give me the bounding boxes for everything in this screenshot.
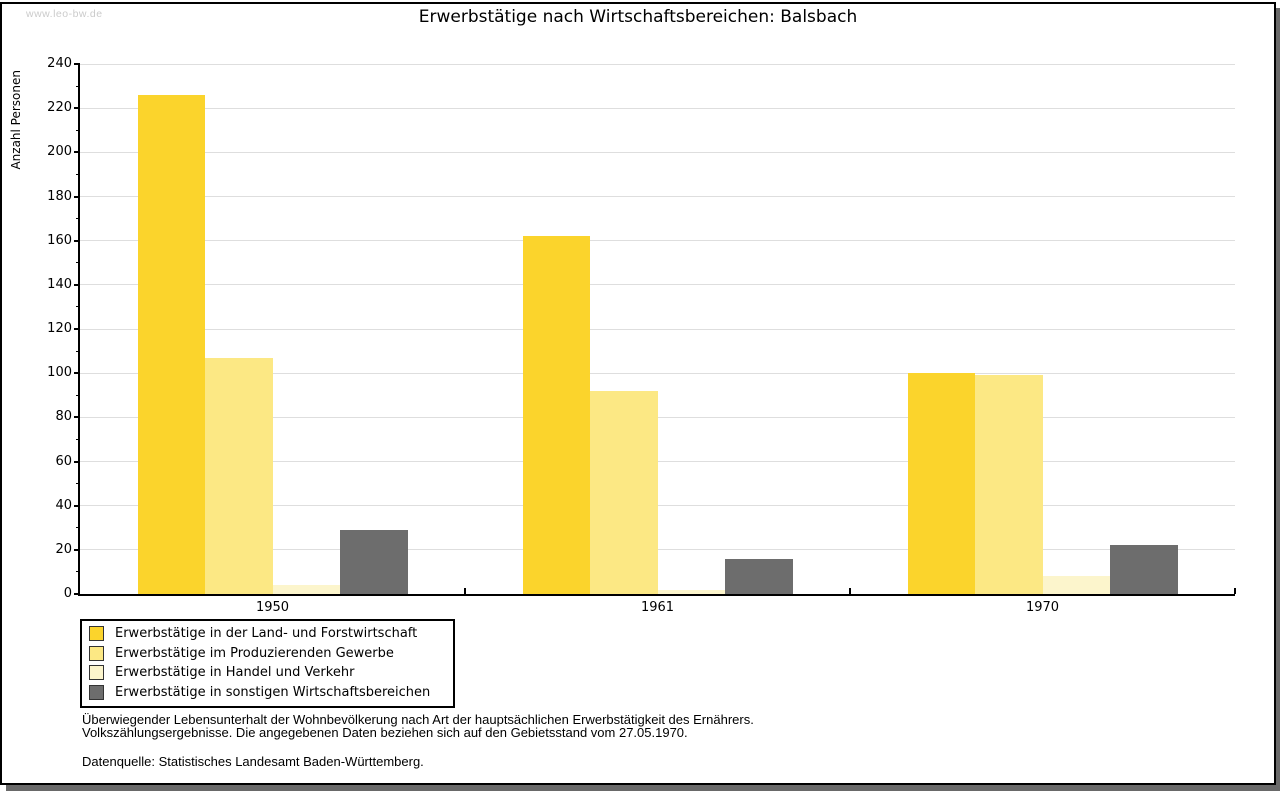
y-tick-mark (74, 416, 80, 419)
bar-1950-series-4 (340, 529, 408, 594)
y-gridline (80, 416, 1235, 418)
y-gridline (80, 549, 1235, 551)
x-category-label: 1970 (1025, 600, 1060, 615)
legend-swatch (89, 626, 104, 642)
y-tick-mark (74, 372, 80, 375)
y-tick-mark (74, 283, 80, 286)
y-tick-minor-mark (76, 306, 80, 308)
bar-1961-series-4 (725, 558, 793, 594)
bar-1970-series-3 (1042, 576, 1110, 594)
legend-item: Erwerbstätige im Produzierenden Gewerbe (82, 644, 453, 664)
y-tick-minor-mark (76, 262, 80, 264)
y-tick-mark (74, 195, 80, 198)
x-tick-mark (849, 588, 851, 594)
y-tick-mark (74, 593, 80, 595)
y-tick-minor-mark (76, 350, 80, 352)
y-gridline (80, 372, 1235, 374)
y-tick-label: 220 (47, 100, 72, 116)
y-gridline (80, 505, 1235, 507)
y-tick-mark (74, 504, 80, 507)
y-tick-mark (74, 63, 80, 65)
y-tick-minor-mark (76, 129, 80, 131)
legend-label: Erwerbstätige in sonstigen Wirtschaftsbe… (115, 684, 431, 700)
y-tick-label: 20 (55, 541, 72, 557)
footnote-line-1: Überwiegender Lebensunterhalt der Wohnbe… (82, 712, 754, 727)
y-gridline (80, 63, 1235, 65)
y-tick-minor-mark (76, 85, 80, 87)
legend-item: Erwerbstätige in der Land- und Forstwirt… (82, 624, 453, 644)
footnote-line-2: Volkszählungsergebnisse. Die angegebenen… (82, 725, 688, 740)
y-tick-label: 40 (55, 497, 72, 513)
legend-swatch (89, 665, 104, 681)
y-tick-label: 180 (47, 188, 72, 204)
y-axis-title: Anzahl Personen (9, 70, 23, 170)
y-tick-label: 200 (47, 144, 72, 160)
legend-swatch (89, 684, 104, 700)
y-tick-minor-mark (76, 218, 80, 220)
y-tick-label: 140 (47, 276, 72, 292)
data-source-note: Datenquelle: Statistisches Landesamt Bad… (82, 754, 424, 769)
bar-1970-series-4 (1110, 545, 1178, 594)
y-tick-label: 100 (47, 365, 72, 381)
legend-label: Erwerbstätige im Produzierenden Gewerbe (115, 645, 394, 661)
watermark: www.leo-bw.de (26, 8, 103, 20)
legend: Erwerbstätige in der Land- und Forstwirt… (80, 619, 455, 708)
y-tick-minor-mark (76, 527, 80, 529)
y-gridline (80, 461, 1235, 462)
y-gridline (80, 196, 1235, 197)
y-tick-minor-mark (76, 571, 80, 573)
y-tick-minor-mark (76, 394, 80, 396)
y-gridline (80, 284, 1235, 286)
y-tick-mark (74, 107, 80, 110)
plot-area: 0 20 40 60 80 100 120 140 160 180 200 220 240 1950 196… (47, 57, 1236, 615)
y-tick-mark (74, 548, 80, 551)
y-tick-mark (74, 239, 80, 242)
legend-label: Erwerbstätige in Handel und Verkehr (115, 665, 355, 681)
y-tick-mark (74, 460, 80, 463)
y-gridline (80, 240, 1235, 242)
bar-1961-series-1 (522, 236, 590, 594)
bar-1950-series-2 (205, 357, 273, 594)
y-tick-minor-mark (76, 438, 80, 440)
y-tick-label: 120 (47, 321, 72, 336)
y-tick-label: 80 (55, 409, 72, 425)
bar-1961-series-2 (590, 390, 658, 594)
chart-title: Erwerbstätige nach Wirtschaftsbereichen:… (418, 7, 858, 27)
x-category-label: 1950 (255, 600, 290, 615)
bar-1961-series-3 (657, 589, 725, 594)
bar-1950-series-3 (272, 585, 340, 594)
x-category-label: 1961 (640, 600, 675, 615)
legend-label: Erwerbstätige in der Land- und Forstwirt… (115, 626, 418, 642)
y-tick-label: 160 (47, 232, 72, 248)
bar-1970-series-2 (975, 375, 1043, 594)
bar-1970-series-1 (907, 373, 975, 594)
y-tick-label: 240 (47, 56, 72, 71)
x-tick-mark (1234, 588, 1236, 594)
legend-item: Erwerbstätige in sonstigen Wirtschaftsbe… (82, 683, 453, 703)
y-tick-mark (74, 151, 80, 154)
y-tick-label: 60 (55, 453, 72, 469)
y-tick-minor-mark (76, 483, 80, 485)
y-gridline (80, 151, 1235, 153)
y-gridline (80, 328, 1235, 330)
legend-item: Erwerbstätige in Handel und Verkehr (82, 663, 453, 683)
y-gridline (80, 107, 1235, 109)
x-tick-mark (464, 588, 466, 594)
bar-1950-series-1 (137, 94, 205, 594)
legend-swatch (89, 645, 104, 661)
y-tick-label: 0 (63, 586, 72, 601)
y-tick-minor-mark (76, 173, 80, 175)
y-tick-mark (74, 328, 80, 330)
